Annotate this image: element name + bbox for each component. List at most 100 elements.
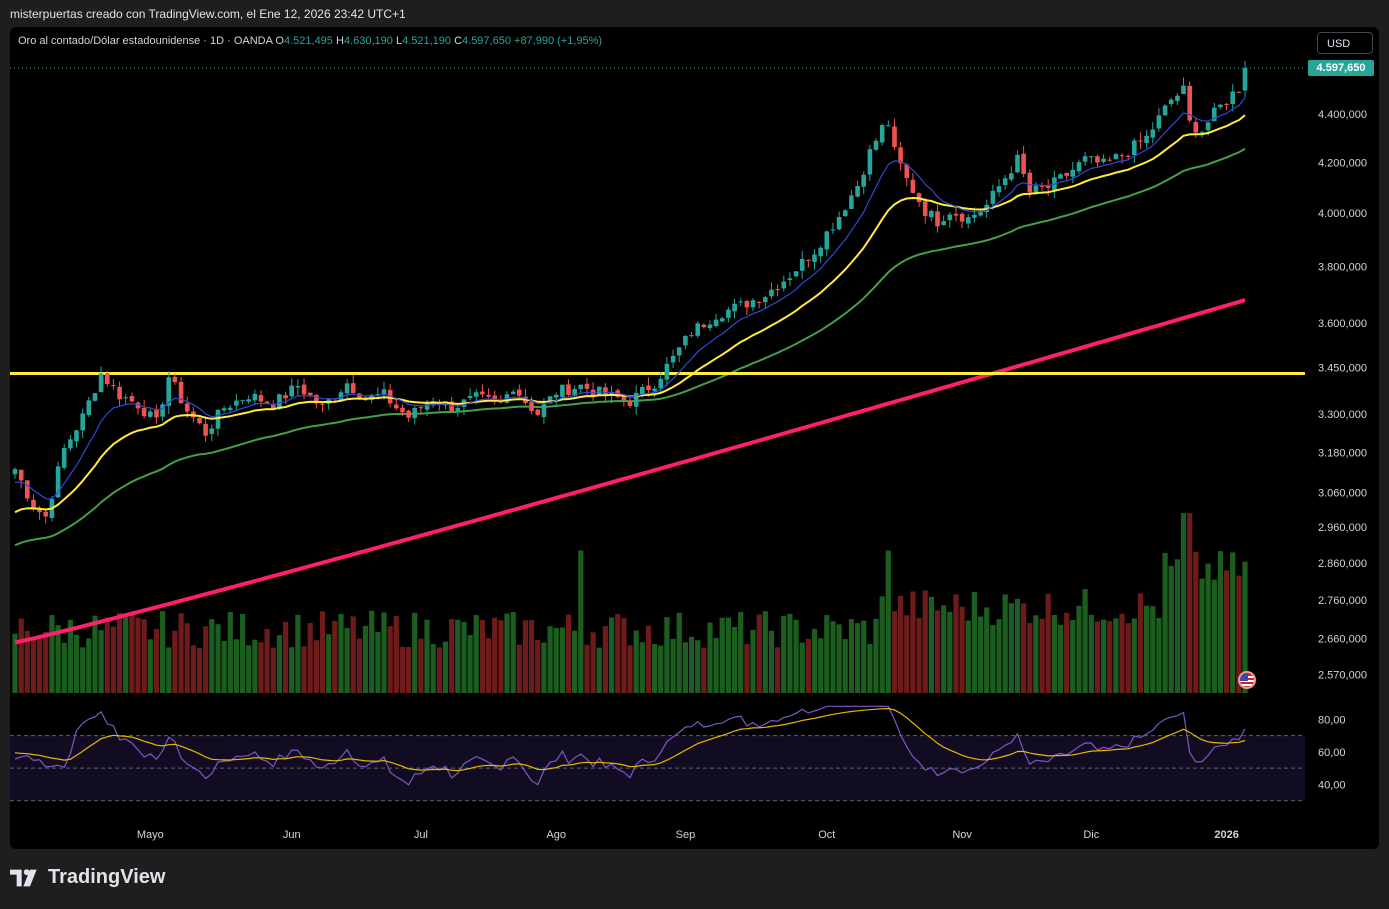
candle-body: [1101, 158, 1106, 162]
candle-body: [406, 410, 411, 418]
volume-bar: [916, 618, 922, 693]
chart-canvas[interactable]: 4.400,000 4.200,000 4.000,000 3.800,000 3.60…: [10, 27, 1379, 849]
candle-body: [412, 408, 417, 419]
candle-body: [1058, 174, 1063, 179]
tradingview-logo-icon: [10, 868, 37, 886]
candle-body: [953, 213, 959, 216]
candle-body: [781, 281, 787, 289]
volume-bar: [153, 628, 160, 693]
volume-bar: [387, 626, 393, 693]
volume-bar: [1211, 579, 1217, 693]
candle-body: [1242, 68, 1248, 91]
volume-bar: [1057, 624, 1064, 693]
candle-body: [627, 400, 633, 406]
candle-body: [246, 399, 251, 402]
volume-bar: [947, 611, 953, 693]
candle-body: [424, 403, 430, 410]
candle-body: [394, 404, 399, 409]
volume-bar: [485, 638, 492, 693]
volume-bar: [1021, 603, 1027, 693]
candle-body: [904, 164, 910, 179]
candle-body: [1002, 178, 1008, 185]
price-tick-label: 3.800,000: [1318, 262, 1367, 274]
volume-bar: [1107, 621, 1113, 693]
change-value: +87,990 (+1,95%): [514, 35, 603, 47]
brand-name: TradingView: [48, 866, 166, 888]
candle-body: [1082, 156, 1088, 162]
volume-bar: [117, 612, 123, 693]
volume-bar: [362, 625, 369, 693]
volume-bar: [565, 614, 572, 693]
volume-bar: [418, 638, 424, 693]
candle-body: [277, 394, 282, 410]
volume-bar: [965, 620, 971, 693]
candle-body: [775, 289, 780, 291]
volume-bar: [971, 592, 977, 693]
candle-body: [240, 400, 245, 402]
open-value: 4.521,495: [283, 35, 333, 47]
candle-body: [1218, 104, 1223, 108]
candle-body: [1125, 155, 1131, 157]
candle-body: [652, 388, 657, 392]
volume-bar: [1101, 619, 1107, 693]
candle-body: [105, 373, 110, 384]
volume-bar: [1230, 552, 1236, 693]
volume-bar: [1131, 618, 1137, 693]
volume-bar: [799, 642, 805, 693]
candle-body: [307, 392, 313, 396]
volume-bar: [338, 613, 344, 693]
chart-frame[interactable]: 4.400,000 4.200,000 4.000,000 3.800,000 3.60…: [10, 27, 1379, 849]
candle-body: [1132, 140, 1137, 155]
volume-bar: [1094, 621, 1100, 693]
candle-body: [473, 392, 479, 397]
candle-body: [966, 217, 971, 224]
candle-body: [806, 259, 811, 261]
volume-bar: [504, 613, 510, 693]
volume-bar: [332, 621, 338, 693]
candle-body: [830, 229, 836, 231]
price-tick-label: 3.180,000: [1318, 447, 1367, 459]
volume-bar: [295, 614, 301, 693]
candle-body: [683, 336, 688, 346]
volume-bar: [479, 620, 485, 693]
currency-button[interactable]: USD: [1317, 32, 1373, 54]
volume-bar: [55, 625, 61, 693]
volume-bar: [688, 636, 695, 693]
rsi-ma-polyline: [14, 707, 1246, 772]
candle-body: [1236, 91, 1242, 93]
candle-body: [750, 300, 756, 308]
volume-bar: [375, 632, 381, 693]
volume-bar: [43, 632, 49, 693]
volume-bar: [953, 594, 959, 693]
candle-body: [80, 413, 85, 431]
candle-body: [787, 278, 793, 280]
volume-bar: [1119, 613, 1125, 693]
us-flag-icon[interactable]: [1238, 671, 1256, 689]
candle-body: [972, 214, 977, 218]
volume-bar: [1070, 620, 1076, 693]
time-tick-label: Jul: [414, 829, 428, 841]
volume-bar: [1236, 575, 1242, 693]
volume-bar: [824, 615, 830, 693]
price-tick-label: 2.960,000: [1318, 522, 1367, 534]
volume-bar: [615, 614, 621, 693]
volume-bar: [879, 596, 885, 693]
candle-body: [86, 400, 92, 416]
volume-bar: [775, 647, 781, 693]
volume-bar: [233, 639, 239, 693]
tradingview-brand[interactable]: TradingView: [10, 866, 165, 889]
volume-bar: [510, 612, 516, 693]
last-price-tag: 4.597,650: [1308, 59, 1374, 76]
candle-body: [867, 149, 873, 175]
candle-body: [258, 395, 264, 402]
candle-body: [1107, 159, 1112, 161]
candle-body: [55, 466, 61, 498]
candle-body: [215, 409, 221, 429]
candle-body: [959, 213, 965, 222]
candle-body: [492, 395, 497, 400]
volume-bar: [867, 643, 873, 693]
candle-body: [1089, 156, 1094, 158]
candle-body: [1175, 95, 1180, 101]
volume-bar: [129, 614, 135, 693]
price-tick-label: 4.400,000: [1318, 109, 1367, 121]
